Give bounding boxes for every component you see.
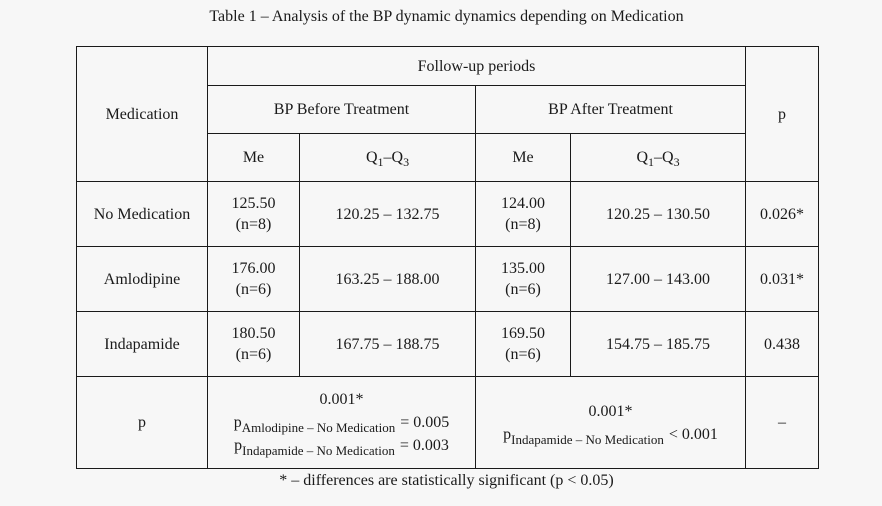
table-row-indapamide: Indapamide 180.50 (n=6) 167.75 – 188.75 … bbox=[76, 311, 820, 377]
medication-cell: Indapamide bbox=[76, 311, 208, 377]
header-bp-after: BP After Treatment bbox=[474, 85, 747, 134]
header-row-stats: Me Q1–Q3 Me Q1–Q3 bbox=[77, 133, 819, 182]
p-comparison-value: < 0.001 bbox=[668, 425, 718, 443]
table-caption: Table 1 – Analysis of the BP dynamic dyn… bbox=[209, 8, 684, 25]
p-row-label: p bbox=[76, 376, 208, 469]
header-follow-up-periods: Follow-up periods bbox=[206, 46, 747, 86]
n-value: (n=6) bbox=[505, 281, 541, 298]
p-comparison: pIndapamide – No Medication < 0.001 bbox=[478, 423, 743, 446]
header-medication: Medication bbox=[76, 46, 208, 182]
bp-analysis-table: Medication Follow-up periods p BP Before… bbox=[76, 46, 820, 469]
header-q-range-before: Q1–Q3 bbox=[299, 133, 476, 182]
q3-label: Q bbox=[391, 149, 404, 166]
me-value: 135.00 bbox=[501, 260, 545, 277]
medication-cell: No Medication bbox=[76, 181, 208, 247]
header-row-treatment: BP Before Treatment BP After Treatment bbox=[77, 85, 819, 134]
header-q-range-after: Q1–Q3 bbox=[569, 133, 747, 182]
q1-subscript: 1 bbox=[377, 155, 384, 169]
p-comparison-subscript: Indapamide – No Medication bbox=[511, 431, 664, 447]
me-value: 125.50 bbox=[231, 195, 276, 212]
q-range-after-cell: 127.00 – 143.00 bbox=[569, 246, 747, 312]
significance-footnote: * – differences are statistically signif… bbox=[279, 472, 614, 489]
me-before-cell: 125.50 (n=8) bbox=[207, 181, 300, 247]
n-value: (n=8) bbox=[505, 216, 541, 233]
q-range-before-cell: 120.25 – 132.75 bbox=[299, 181, 476, 247]
me-after-cell: 124.00 (n=8) bbox=[475, 181, 571, 247]
me-after-cell: 169.50 (n=6) bbox=[475, 311, 571, 377]
q-range-after-cell: 120.25 – 130.50 bbox=[569, 181, 747, 247]
q3-subscript: 3 bbox=[403, 155, 410, 169]
medication-cell: Amlodipine bbox=[76, 246, 208, 312]
me-value: 180.50 bbox=[231, 325, 276, 342]
p-value-cell: 0.031* bbox=[745, 246, 820, 312]
p-comparison-subscript: Amlodipine – No Medication bbox=[241, 420, 396, 435]
table-row-p-values: p 0.001* pAmlodipine – No Medication = 0.… bbox=[76, 376, 820, 469]
q-range-after-cell: 154.75 – 185.75 bbox=[569, 311, 747, 377]
me-value: 169.50 bbox=[501, 325, 545, 342]
p-comparison-value: = 0.003 bbox=[399, 437, 449, 454]
p-comparison: pAmlodipine – No Medication = 0.005 bbox=[210, 411, 473, 434]
p-comparison-subscript: Indapamide – No Medication bbox=[242, 443, 395, 458]
n-value: (n=6) bbox=[235, 346, 272, 363]
q-dash: – bbox=[654, 149, 663, 166]
p-comparison: pIndapamide – No Medication = 0.003 bbox=[210, 434, 473, 457]
header-me-after: Me bbox=[475, 133, 571, 182]
q1-subscript: 1 bbox=[648, 155, 655, 169]
q1-label: Q bbox=[365, 149, 378, 166]
n-value: (n=8) bbox=[235, 216, 272, 233]
p-var: p bbox=[503, 425, 512, 443]
q-range-before-cell: 163.25 – 188.00 bbox=[299, 246, 476, 312]
p-before-overall: 0.001* bbox=[319, 391, 364, 408]
header-bp-before: BP Before Treatment bbox=[207, 85, 476, 134]
me-before-cell: 176.00 (n=6) bbox=[207, 246, 300, 312]
q-range-before-cell: 167.75 – 188.75 bbox=[299, 311, 476, 377]
q3-label: Q bbox=[662, 149, 674, 166]
header-p: p bbox=[745, 46, 820, 182]
n-value: (n=6) bbox=[505, 346, 541, 363]
p-before-cell: 0.001* pAmlodipine – No Medication = 0.00… bbox=[207, 376, 476, 469]
p-var: p bbox=[234, 437, 243, 454]
q1-label: Q bbox=[636, 149, 649, 166]
table-row-no-medication: No Medication 125.50 (n=8) 120.25 – 132.… bbox=[76, 181, 820, 247]
me-value: 124.00 bbox=[501, 195, 545, 212]
p-value-cell: 0.026* bbox=[745, 181, 820, 247]
q3-subscript: 3 bbox=[673, 155, 680, 169]
p-after-cell: 0.001* pIndapamide – No Medication < 0.00… bbox=[474, 376, 747, 469]
p-value-cell: 0.438 bbox=[745, 311, 820, 377]
table-row-amlodipine: Amlodipine 176.00 (n=6) 163.25 – 188.00 … bbox=[76, 246, 820, 312]
p-dash-cell: – bbox=[745, 376, 820, 469]
me-value: 176.00 bbox=[231, 260, 276, 277]
q-dash: – bbox=[383, 149, 392, 166]
header-row-follow-up: Medication Follow-up periods p bbox=[76, 46, 820, 182]
p-comparison-value: = 0.005 bbox=[400, 414, 450, 431]
me-before-cell: 180.50 (n=6) bbox=[207, 311, 300, 377]
p-var: p bbox=[233, 414, 242, 431]
header-me-before: Me bbox=[207, 133, 300, 182]
me-after-cell: 135.00 (n=6) bbox=[475, 246, 571, 312]
n-value: (n=6) bbox=[235, 281, 272, 298]
p-after-overall: 0.001* bbox=[588, 402, 633, 420]
